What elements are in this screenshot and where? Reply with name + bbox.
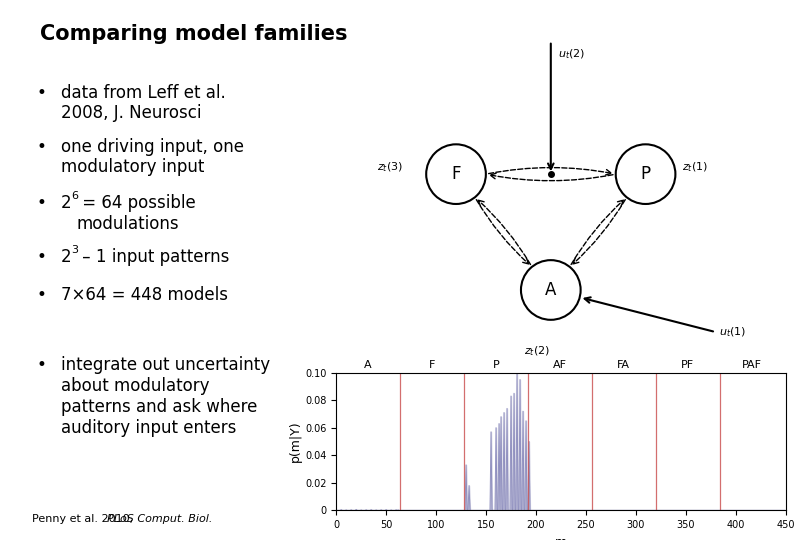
Text: PF: PF xyxy=(681,360,694,370)
Text: A: A xyxy=(545,281,556,299)
Text: P: P xyxy=(641,165,650,183)
Text: 7×64 = 448 models: 7×64 = 448 models xyxy=(61,286,228,304)
Text: FA: FA xyxy=(617,360,630,370)
Text: •: • xyxy=(36,356,46,374)
Text: PLoS Comput. Biol.: PLoS Comput. Biol. xyxy=(107,514,212,524)
Text: •: • xyxy=(36,84,46,102)
Circle shape xyxy=(426,144,486,204)
Text: data from Leff et al.
2008, J. Neurosci: data from Leff et al. 2008, J. Neurosci xyxy=(61,84,225,123)
Text: 6: 6 xyxy=(71,191,79,201)
Text: F: F xyxy=(451,165,461,183)
Text: one driving input, one
modulatory input: one driving input, one modulatory input xyxy=(61,138,244,177)
Text: •: • xyxy=(36,138,46,156)
X-axis label: m: m xyxy=(555,536,567,540)
Text: 2: 2 xyxy=(61,194,71,212)
Text: $u_t(2)$: $u_t(2)$ xyxy=(558,48,585,62)
Text: 3: 3 xyxy=(71,245,79,255)
Text: •: • xyxy=(36,286,46,304)
Circle shape xyxy=(616,144,676,204)
Text: = 64 possible
modulations: = 64 possible modulations xyxy=(77,194,196,233)
Text: PAF: PAF xyxy=(742,360,761,370)
Text: Penny et al. 2010,: Penny et al. 2010, xyxy=(32,514,137,524)
Text: P: P xyxy=(492,360,499,370)
Text: •: • xyxy=(36,194,46,212)
Text: $z_t(3)$: $z_t(3)$ xyxy=(377,160,403,174)
Text: •: • xyxy=(36,248,46,266)
Text: $z_t(1)$: $z_t(1)$ xyxy=(682,160,709,174)
Text: Comparing model families: Comparing model families xyxy=(40,24,348,44)
Y-axis label: p(m|Y): p(m|Y) xyxy=(289,421,302,462)
Text: integrate out uncertainty
about modulatory
patterns and ask where
auditory input: integrate out uncertainty about modulato… xyxy=(61,356,270,437)
Text: – 1 input patterns: – 1 input patterns xyxy=(77,248,229,266)
Text: 2: 2 xyxy=(61,248,71,266)
Text: A: A xyxy=(364,360,372,370)
Text: AF: AF xyxy=(553,360,567,370)
Text: $z_t(2)$: $z_t(2)$ xyxy=(524,345,550,358)
Text: F: F xyxy=(428,360,435,370)
Text: $u_t(1)$: $u_t(1)$ xyxy=(719,325,747,339)
Circle shape xyxy=(521,260,581,320)
